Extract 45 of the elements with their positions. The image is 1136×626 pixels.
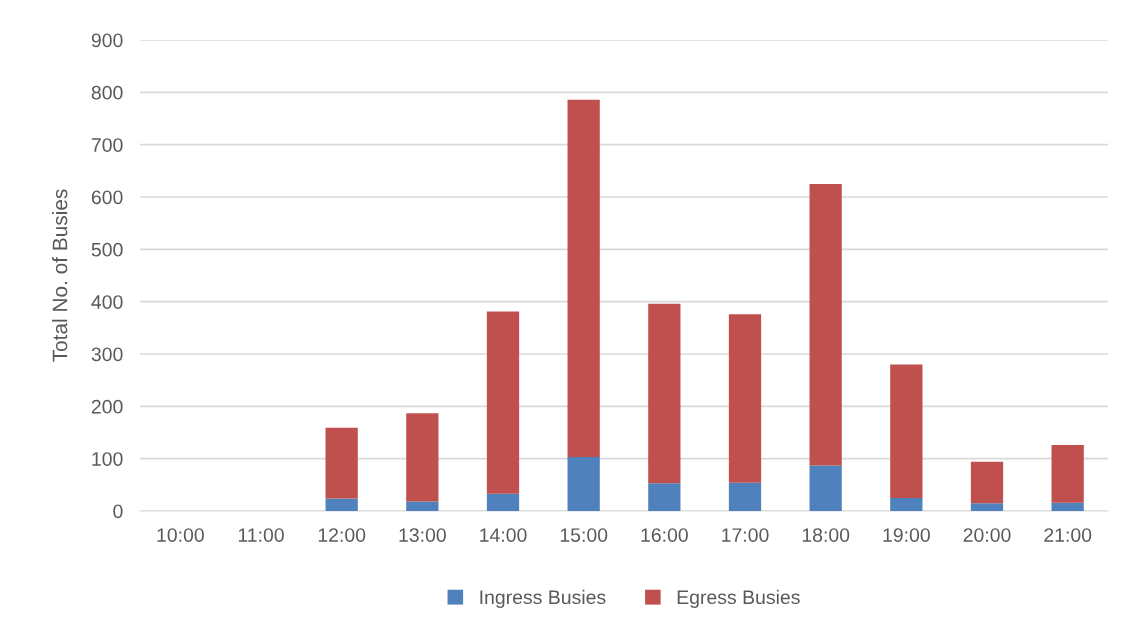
- legend-label: Ingress Busies: [480, 589, 606, 608]
- bar: [970, 503, 1004, 511]
- y-axis-title: Total No. of Busies: [52, 189, 68, 362]
- y-tick-label: 300: [91, 347, 123, 362]
- bar: [486, 493, 520, 511]
- bar: [970, 461, 1004, 504]
- bar: [648, 303, 681, 484]
- bar: [890, 497, 923, 511]
- x-tick-label: 18:00: [802, 528, 850, 542]
- x-tick-label: 17:00: [722, 528, 769, 542]
- y-tick-label: 200: [91, 399, 123, 414]
- x-tick-label: 21:00: [1044, 528, 1092, 542]
- legend-label: Egress Busies: [677, 589, 800, 608]
- x-tick-label: 11:00: [238, 528, 284, 542]
- y-tick-label: 900: [91, 33, 123, 48]
- bar: [325, 427, 358, 499]
- y-tick-label: 500: [91, 242, 123, 257]
- bar: [567, 99, 600, 458]
- bar: [728, 314, 762, 483]
- y-tick-label: 400: [91, 295, 123, 309]
- bar: [1051, 445, 1084, 503]
- bar: [809, 465, 842, 511]
- y-tick-label: 0: [113, 504, 123, 519]
- x-tick-label: 20:00: [963, 528, 1011, 542]
- bar: [1051, 502, 1084, 511]
- x-tick-label: 16:00: [641, 528, 688, 542]
- bar: [890, 364, 923, 498]
- bar: [406, 413, 439, 502]
- x-tick-label: 12:00: [318, 528, 366, 542]
- y-tick-label: 100: [92, 452, 123, 466]
- bar: [406, 501, 439, 511]
- x-tick-label: 10:00: [157, 528, 204, 542]
- bar: [728, 482, 762, 511]
- bar: [648, 483, 681, 511]
- bar: [809, 183, 842, 466]
- bar: [567, 457, 600, 511]
- y-tick-label: 600: [91, 190, 123, 205]
- x-tick-label: 13:00: [399, 528, 446, 542]
- x-tick-label: 15:00: [560, 528, 608, 542]
- bar: [325, 498, 358, 511]
- x-tick-label: 19:00: [883, 528, 930, 542]
- y-tick-label: 700: [91, 138, 123, 152]
- bar: [486, 311, 520, 494]
- x-tick-label: 14:00: [480, 528, 527, 542]
- y-tick-label: 800: [91, 85, 123, 100]
